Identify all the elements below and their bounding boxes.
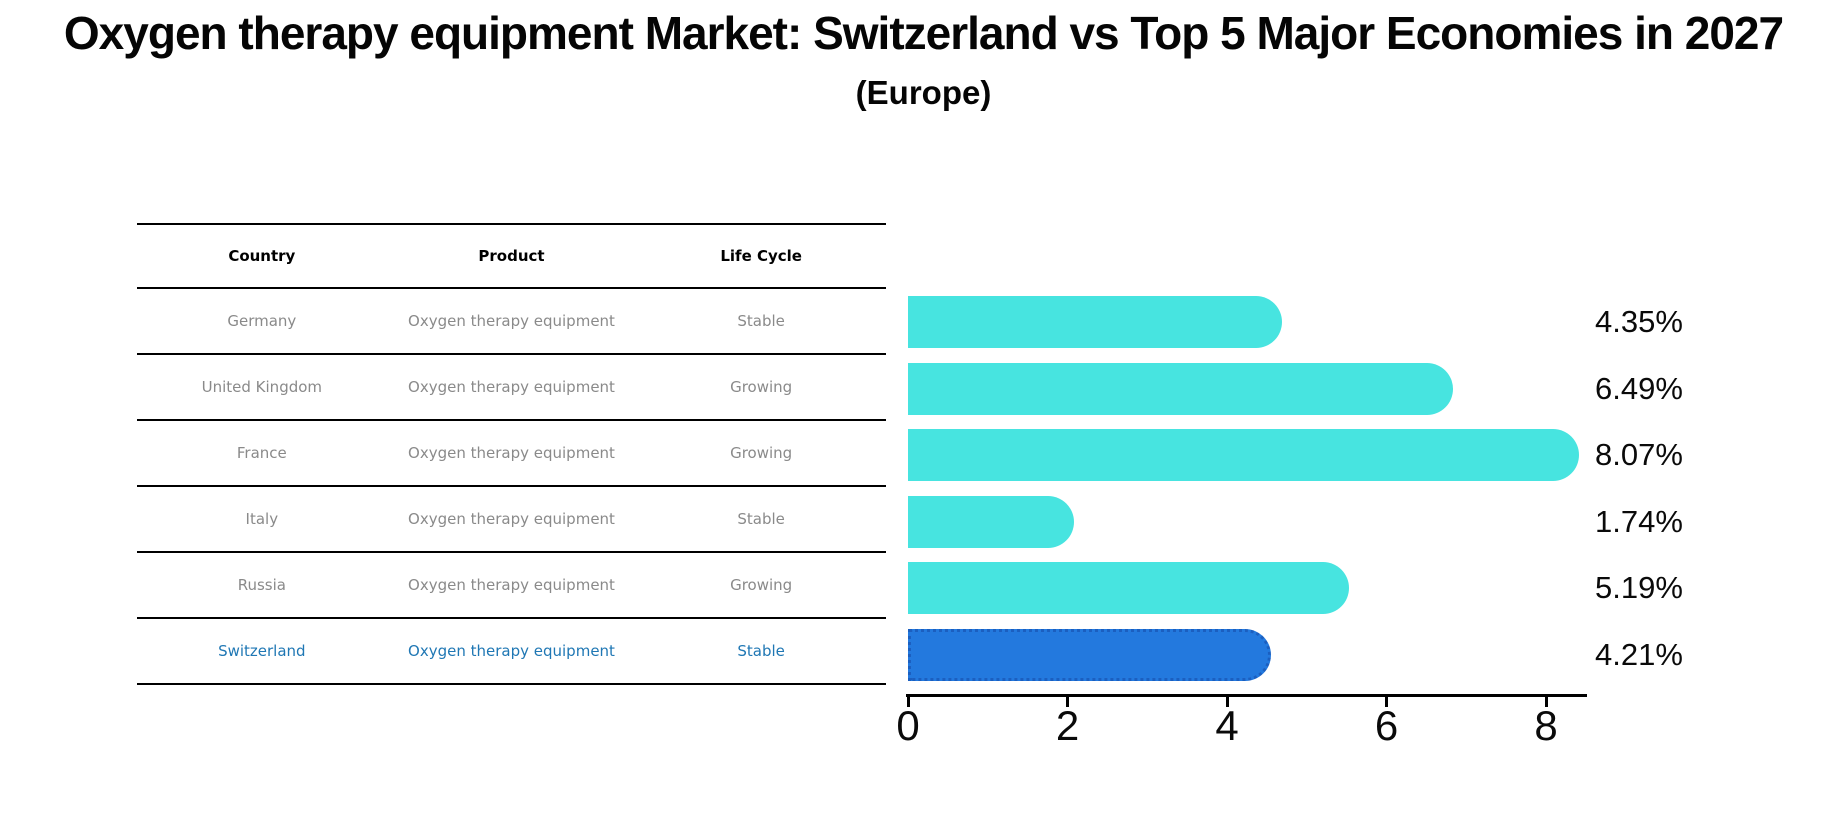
cell-product: Oxygen therapy equipment <box>386 618 637 685</box>
bar-value-label: 4.35% <box>1595 304 1683 339</box>
cell-country: Switzerland <box>137 618 387 685</box>
bar-value-label: 8.07% <box>1595 437 1683 472</box>
bar-united-kingdom <box>908 362 1453 415</box>
table-row-russia: Russia Oxygen therapy equipment Growing <box>137 552 886 619</box>
col-header-life-cycle: Life Cycle <box>636 223 886 289</box>
x-tick <box>1225 697 1229 707</box>
bar-value-label: 6.49% <box>1595 370 1683 406</box>
x-tick <box>906 697 910 707</box>
table-row-germany: Germany Oxygen therapy equipment Stable <box>137 288 886 355</box>
x-tick <box>1066 697 1069 707</box>
table-row-united-kingdom: United Kingdom Oxygen therapy equipment … <box>137 354 886 421</box>
table-row-switzerland: Switzerland Oxygen therapy equipment Sta… <box>137 618 886 685</box>
x-tick-label: 2 <box>1055 702 1080 749</box>
cell-life-cycle: Growing <box>636 552 886 619</box>
table-header-row: Country Product Life Cycle <box>137 223 886 289</box>
cell-product: Oxygen therapy equipment <box>386 486 637 553</box>
x-tick-label: 0 <box>896 702 920 749</box>
cell-country: France <box>137 420 387 487</box>
cell-life-cycle: Stable <box>636 486 886 553</box>
bar-value-label: 1.74% <box>1595 503 1683 539</box>
table-row-france: France Oxygen therapy equipment Growing <box>137 420 886 487</box>
cell-life-cycle: Stable <box>636 618 886 685</box>
cell-country: Russia <box>137 552 387 619</box>
bar-germany <box>908 296 1282 348</box>
bar-italy <box>908 495 1074 548</box>
cell-life-cycle: Stable <box>636 288 886 355</box>
cell-product: Oxygen therapy equipment <box>386 420 637 487</box>
x-tick-label: 4 <box>1215 702 1239 749</box>
chart-subtitle: (Europe) <box>855 74 992 111</box>
x-axis-line <box>906 694 1587 697</box>
cell-country: Germany <box>137 288 387 355</box>
cell-country: United Kingdom <box>137 354 387 421</box>
country-table: Country Product Life Cycle Germany Oxyge… <box>137 223 886 685</box>
bar-value-label: 4.21% <box>1595 636 1683 672</box>
bar-russia <box>908 562 1349 614</box>
cell-product: Oxygen therapy equipment <box>386 288 637 355</box>
col-header-product: Product <box>386 223 637 289</box>
bar-value-label: 5.19% <box>1595 570 1683 605</box>
chart-title: Oxygen therapy equipment Market: Switzer… <box>63 7 1784 59</box>
cell-life-cycle: Growing <box>636 354 886 421</box>
cell-product: Oxygen therapy equipment <box>386 552 637 619</box>
cell-country: Italy <box>137 486 387 553</box>
cell-product: Oxygen therapy equipment <box>386 354 637 421</box>
x-tick-label: 8 <box>1534 702 1558 749</box>
table-row-italy: Italy Oxygen therapy equipment Stable <box>137 486 886 553</box>
x-tick <box>1544 697 1548 707</box>
x-tick <box>1385 697 1388 707</box>
cell-life-cycle: Growing <box>636 420 886 487</box>
x-tick-label: 6 <box>1374 702 1399 749</box>
col-header-country: Country <box>137 223 387 289</box>
bar-france <box>908 429 1579 481</box>
bar-switzerland <box>908 628 1271 681</box>
